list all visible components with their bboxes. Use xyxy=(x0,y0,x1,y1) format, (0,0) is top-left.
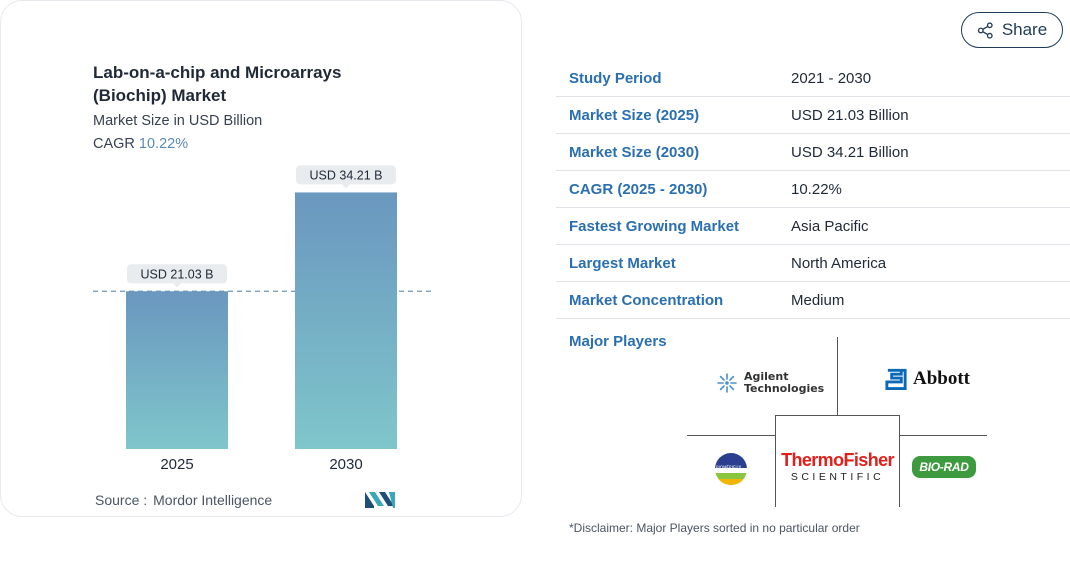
row-value: Asia Pacific xyxy=(791,217,869,235)
row-label: Largest Market xyxy=(569,254,676,272)
data-label: USD 34.21 B xyxy=(310,168,383,182)
x-tick-label: 2025 xyxy=(160,456,193,473)
table-row: Market Size (2025) USD 21.03 Billion xyxy=(556,97,1070,134)
grid-divider xyxy=(687,435,775,436)
grid-divider xyxy=(900,435,987,436)
data-label: USD 21.03 B xyxy=(141,267,214,281)
source-label: Source : xyxy=(95,492,148,508)
row-value: Medium xyxy=(791,291,845,309)
biorad-name: BIO-RAD xyxy=(912,456,976,478)
cagr-label: CAGR xyxy=(93,136,135,152)
table-row: Market Concentration Medium xyxy=(556,282,1070,319)
row-label: Market Size (2025) xyxy=(569,106,700,124)
table-row: Largest Market North America xyxy=(556,245,1070,282)
data-label-bg xyxy=(127,264,227,284)
agilent-spark-icon xyxy=(717,373,737,393)
major-players-label: Major Players xyxy=(569,333,667,350)
mordor-logo-icon xyxy=(365,492,395,508)
share-icon xyxy=(977,21,993,39)
abbott-name: Abbott xyxy=(912,368,970,389)
row-label: Study Period xyxy=(569,69,662,87)
table-row: Market Size (2030) USD 34.21 Billion xyxy=(556,134,1070,171)
data-label-pointer xyxy=(342,184,350,189)
chart-subtitle: Market Size in USD Billion xyxy=(93,113,263,129)
agilent-name: Agilent Technologies xyxy=(744,370,825,395)
row-label: CAGR (2025 - 2030) xyxy=(569,180,708,198)
row-value: USD 34.21 Billion xyxy=(791,143,909,161)
chart-title: Lab-on-a-chip and Microarrays (Biochip) … xyxy=(93,63,342,105)
chart-card: Lab-on-a-chip and Microarrays (Biochip) … xyxy=(0,0,522,517)
biomerieux-name: BIOMÉRIEUX xyxy=(716,465,742,470)
chart-source: Source : Mordor Intelligence xyxy=(95,492,272,508)
table-row: CAGR (2025 - 2030) 10.22% xyxy=(556,171,1070,208)
data-label-bg xyxy=(296,165,396,185)
table-row: Fastest Growing Market Asia Pacific xyxy=(556,208,1070,245)
bar-2030 xyxy=(295,192,397,450)
bar-chart: USD 21.03 B 2025 USD 34.21 B 2030 xyxy=(93,165,433,473)
row-value: North America xyxy=(791,254,887,272)
grid-divider xyxy=(837,337,838,415)
table-row: Study Period 2021 - 2030 xyxy=(556,60,1070,97)
row-label: Market Size (2030) xyxy=(569,143,700,161)
market-info-table: Study Period 2021 - 2030 Market Size (20… xyxy=(556,60,1070,319)
share-label: Share xyxy=(1001,20,1048,39)
data-label-pointer xyxy=(173,283,181,288)
row-value: 10.22% xyxy=(791,180,842,198)
biomerieux-globe-icon xyxy=(715,453,747,485)
cagr-row: CAGR 10.22% xyxy=(93,136,188,152)
x-tick-label: 2030 xyxy=(329,456,362,473)
row-label: Fastest Growing Market xyxy=(569,217,740,235)
disclaimer: *Disclaimer: Major Players sorted in no … xyxy=(569,521,860,535)
biorad-logo: BIO-RAD xyxy=(912,454,976,480)
thermofisher-name: ThermoFisher xyxy=(781,450,894,470)
source-name: Mordor Intelligence xyxy=(153,492,273,508)
abbott-symbol-icon xyxy=(885,368,907,391)
abbott-logo: Abbott xyxy=(884,364,970,394)
agilent-logo: Agilent Technologies xyxy=(706,366,826,400)
cagr-value: 10.22% xyxy=(138,136,189,152)
row-value: 2021 - 2030 xyxy=(791,69,872,87)
thermofisher-scientific: SCIENTIFIC xyxy=(790,471,885,483)
bar-2025 xyxy=(126,291,228,449)
share-button[interactable]: Share xyxy=(961,12,1063,48)
row-label: Market Concentration xyxy=(569,291,724,309)
row-value: USD 21.03 Billion xyxy=(791,106,909,124)
biomerieux-logo xyxy=(713,451,749,487)
thermofisher-logo: ThermoFisher SCIENTIFIC xyxy=(775,415,900,507)
